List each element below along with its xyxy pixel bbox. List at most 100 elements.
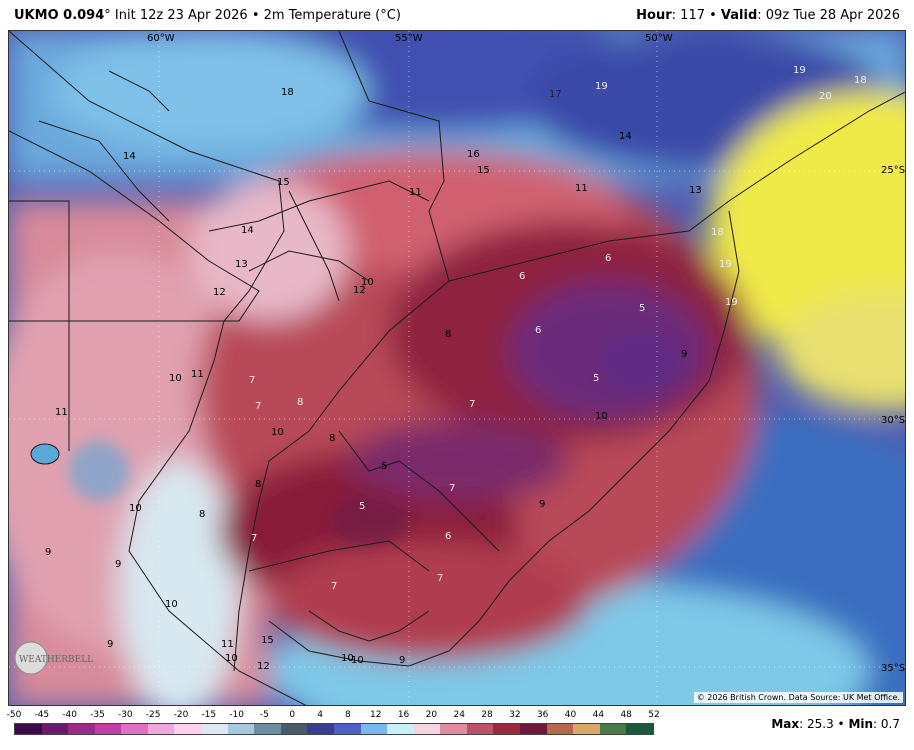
colorbar-tick: -50 (6, 710, 22, 720)
temp-label: 19 (793, 65, 806, 76)
colorbar-tick: 32 (509, 710, 521, 720)
colorbar-swatch (307, 724, 334, 734)
colorbar-tick: 44 (592, 710, 605, 720)
colorbar-tick: 40 (564, 710, 577, 720)
temp-label: 7 (255, 401, 261, 412)
temp-label: 8 (199, 509, 205, 520)
temp-label: 5 (381, 461, 387, 472)
temp-label: 14 (123, 151, 136, 162)
colorbar-swatches (14, 723, 654, 735)
temp-label: 9 (399, 655, 405, 666)
colorbar-tick: -10 (229, 710, 244, 720)
temp-label: 6 (535, 325, 541, 336)
colorbar-swatch (573, 724, 600, 734)
temperature-map[interactable]: 60°W 55°W 50°W 25°S 30°S 35°S 18 14 17 1… (8, 30, 906, 706)
temp-label: 20 (819, 91, 832, 102)
colorbar-tick: -30 (117, 710, 133, 720)
temp-label: 13 (689, 185, 702, 196)
temp-label: 17 (549, 89, 562, 100)
colorbar-ticks: -50 -45 -40 -35 -30 -25 -20 -15 -10 -5 0 4 8 12 16 20 24… (7, 710, 660, 722)
hour-value: : 117 • (671, 8, 721, 23)
colorbar-tick: 4 (317, 710, 323, 720)
colorbar-swatch (254, 724, 281, 734)
colorbar-swatch (493, 724, 520, 734)
colorbar-swatch (626, 724, 653, 734)
map-header: UKMO 0.094° Init 12z 23 Apr 2026 • 2m Te… (0, 0, 914, 28)
temp-label: 6 (605, 253, 611, 264)
temp-label: 9 (115, 559, 121, 570)
colorbar-swatch (94, 724, 122, 734)
title-left: UKMO 0.094° Init 12z 23 Apr 2026 • 2m Te… (14, 8, 401, 23)
colorbar-tick: 36 (536, 710, 549, 720)
temp-label: 8 (329, 433, 335, 444)
valid-label: Valid (720, 8, 758, 23)
temp-label: 9 (45, 547, 51, 558)
temp-label: 18 (281, 87, 294, 98)
temp-label: 15 (277, 177, 290, 188)
temp-label: 10 (595, 411, 608, 422)
temp-label: 10 (351, 655, 364, 666)
temp-label: 7 (437, 573, 443, 584)
colorbar-swatch (121, 724, 148, 734)
temp-label: 10 (271, 427, 284, 438)
temp-label: 7 (331, 581, 337, 592)
max-min-readout: Max: 25.3 • Min: 0.7 (771, 717, 900, 731)
max-value: : 25.3 • (799, 717, 849, 731)
temp-label: 5 (593, 373, 599, 384)
colorbar-tick: -20 (173, 710, 189, 720)
lat-label-30s: 30°S (881, 415, 905, 426)
lon-label-60w: 60°W (147, 33, 175, 44)
init-description: Init 12z 23 Apr 2026 • 2m Temperature (°… (114, 8, 401, 23)
temp-label: 8 (445, 329, 451, 340)
colorbar-tick: 48 (620, 710, 632, 720)
temp-label: 5 (359, 501, 365, 512)
colorbar-swatch (147, 724, 175, 734)
colorbar-tick: -5 (259, 710, 269, 720)
temp-label: 10 (169, 373, 182, 384)
colorbar-swatch (466, 724, 494, 734)
colorbar-swatch (174, 724, 202, 734)
temp-label: 11 (575, 183, 588, 194)
colorbar-tick: 28 (481, 710, 493, 720)
temp-label: 13 (235, 259, 248, 270)
colorbar-swatch (413, 724, 441, 734)
temp-label: 10 (225, 653, 238, 664)
colorbar-tick: -35 (90, 710, 105, 720)
colorbar-tick: -40 (62, 710, 77, 720)
temp-label: 16 (467, 149, 480, 160)
model-unit: ° (104, 8, 111, 23)
temp-label: 11 (55, 407, 68, 418)
temp-label: 19 (725, 297, 738, 308)
logo-text: WEATHERBELL (19, 655, 93, 665)
min-label: Min (848, 717, 874, 731)
temp-label: 6 (445, 531, 451, 542)
min-value: : 0.7 (873, 717, 900, 731)
temp-label: 7 (249, 375, 255, 386)
temp-label: 11 (409, 187, 422, 198)
map-canvas: 60°W 55°W 50°W 25°S 30°S 35°S 18 14 17 1… (9, 31, 905, 705)
temp-label: 19 (719, 259, 732, 270)
colorbar-swatch (333, 724, 361, 734)
colorbar-swatch (280, 724, 308, 734)
temp-label: 9 (107, 639, 113, 650)
temp-label: 12 (257, 661, 270, 672)
max-label: Max (771, 717, 800, 731)
borders (9, 31, 905, 705)
colorbar-swatch (599, 724, 627, 734)
colorbar-tick: 52 (648, 710, 660, 720)
colorbar-tick: 16 (397, 710, 410, 720)
title-right: Hour: 117 • Valid: 09z Tue 28 Apr 2026 (636, 8, 900, 23)
lake (30, 443, 60, 465)
temperature-labels: 18 14 17 19 19 20 18 16 15 14 15 11 11 1… (45, 65, 867, 672)
colorbar-tick: -45 (34, 710, 50, 720)
colorbar-swatch (41, 724, 69, 734)
lon-label-55w: 55°W (395, 33, 423, 44)
temp-label: 10 (165, 599, 178, 610)
colorbar-tick: 8 (345, 710, 351, 720)
temp-label: 8 (255, 479, 261, 490)
colorbar-tick: 0 (289, 710, 296, 720)
colorbar-tick: 12 (370, 710, 382, 720)
colorbar-swatch (227, 724, 255, 734)
temp-label: 7 (251, 533, 257, 544)
model-name: UKMO 0.094 (14, 8, 105, 23)
